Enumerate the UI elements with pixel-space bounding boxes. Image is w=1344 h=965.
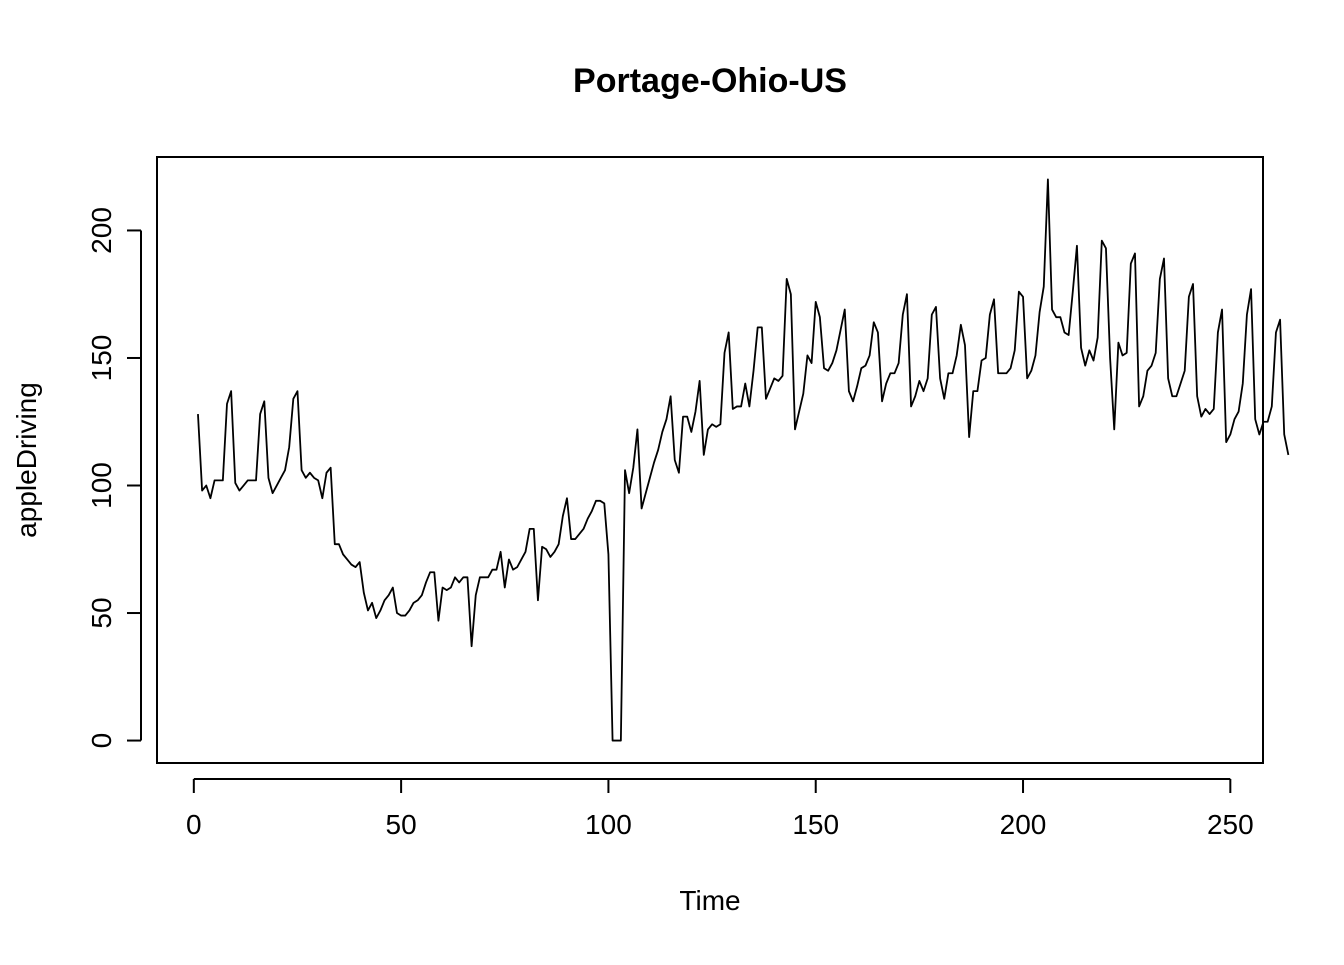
chart-title: Portage-Ohio-US	[573, 62, 847, 100]
y-axis: 0 50 100 150 200	[86, 207, 142, 749]
series-points	[197, 178, 1289, 741]
x-tick-label: 250	[1207, 809, 1254, 840]
x-axis: 0 50 100 150 200 250	[186, 778, 1254, 840]
series-line	[197, 178, 1290, 742]
x-tick-label: 200	[1000, 809, 1047, 840]
x-tick-label: 0	[186, 809, 202, 840]
x-axis-label: Time	[679, 885, 740, 916]
y-tick-label: 150	[86, 335, 117, 382]
x-tick-label: 100	[585, 809, 632, 840]
y-tick-label: 50	[86, 597, 117, 628]
y-tick-label: 200	[86, 207, 117, 254]
x-tick-label: 50	[386, 809, 417, 840]
y-tick-label: 100	[86, 462, 117, 509]
plot-frame	[156, 156, 1264, 764]
y-tick-label: 0	[86, 733, 117, 749]
y-axis-label: appleDriving	[11, 382, 42, 538]
x-tick-label: 150	[792, 809, 839, 840]
